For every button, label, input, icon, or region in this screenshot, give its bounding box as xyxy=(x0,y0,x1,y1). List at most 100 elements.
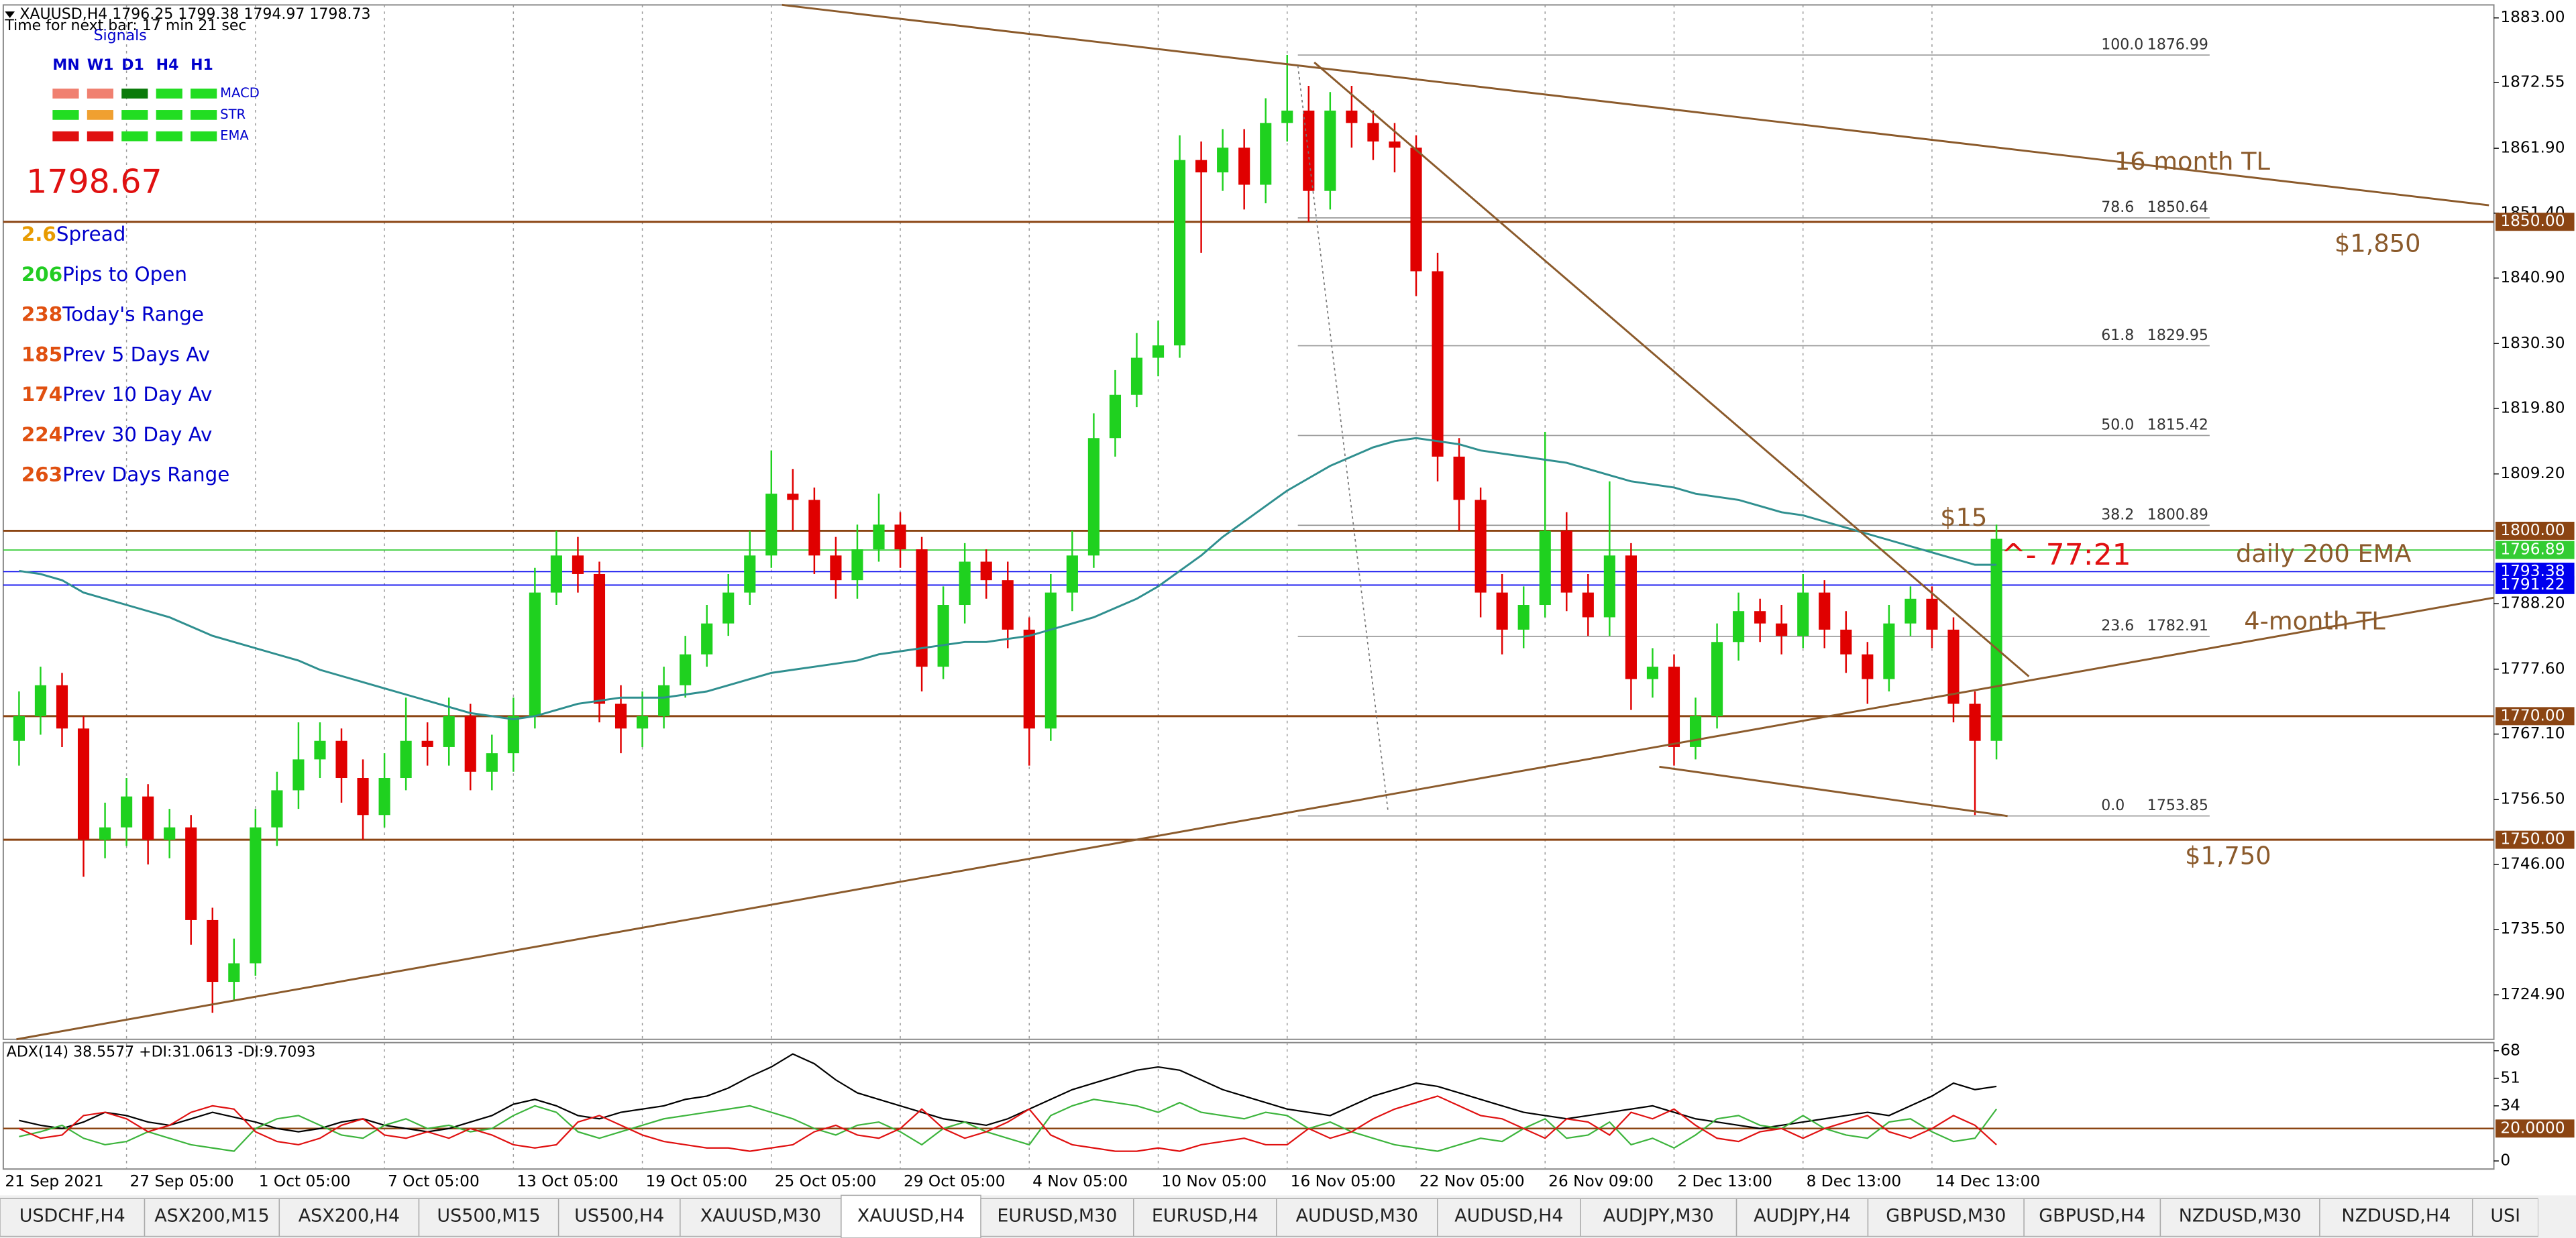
candle-body xyxy=(1002,580,1014,630)
tab[interactable]: AUDJPY,H4 xyxy=(1735,1198,1869,1237)
annotation: 4-month TL xyxy=(2244,606,2385,635)
tab-background[interactable] xyxy=(2023,1198,2161,1237)
candle-body xyxy=(1260,123,1272,185)
tab[interactable]: AUDUSD,M30 xyxy=(1276,1198,1438,1237)
tab-label[interactable]: EURUSD,H4 xyxy=(1152,1206,1258,1227)
tab-label[interactable]: ASX200,H4 xyxy=(299,1206,400,1227)
candle-body xyxy=(1238,148,1250,185)
ema-line xyxy=(19,437,1997,720)
candle-body xyxy=(185,827,197,920)
tab-label[interactable]: GBPUSD,H4 xyxy=(2039,1206,2145,1227)
tab[interactable]: USI xyxy=(2472,1198,2538,1237)
y-tick-label: 51 xyxy=(2500,1068,2520,1086)
tab-background[interactable] xyxy=(841,1194,981,1238)
tab-label[interactable]: ASX200,M15 xyxy=(154,1206,269,1227)
tab-label[interactable]: AUDJPY,H4 xyxy=(1754,1206,1851,1227)
tab-label[interactable]: US500,H4 xyxy=(574,1206,664,1227)
tab-background[interactable] xyxy=(1735,1198,1869,1237)
tab[interactable]: EURUSD,M30 xyxy=(980,1198,1134,1237)
tab-background[interactable] xyxy=(418,1198,559,1237)
tab-background[interactable] xyxy=(1437,1198,1581,1237)
fib-diagonal xyxy=(1297,65,1389,813)
candle-body xyxy=(1453,456,1465,500)
tab-background[interactable] xyxy=(980,1198,1134,1237)
x-tick-label: 14 Dec 13:00 xyxy=(1935,1172,2040,1190)
tab-label[interactable]: NZDUSD,H4 xyxy=(2341,1206,2451,1227)
candle-body xyxy=(1152,345,1165,358)
candle-body xyxy=(1990,539,2002,741)
tab-background[interactable] xyxy=(2472,1198,2538,1237)
candle-body xyxy=(1474,500,1487,593)
candle-body xyxy=(1603,555,1615,618)
tab-background[interactable] xyxy=(1133,1198,1277,1237)
tab-label[interactable]: AUDUSD,H4 xyxy=(1454,1206,1563,1227)
tab[interactable]: AUDUSD,H4 xyxy=(1437,1198,1581,1237)
tab[interactable]: GBPUSD,H4 xyxy=(2023,1198,2161,1237)
signal-cell xyxy=(52,131,79,142)
candle-body xyxy=(1947,629,1960,704)
tab[interactable]: NZDUSD,H4 xyxy=(2319,1198,2473,1237)
tab-label[interactable]: USDCHF,H4 xyxy=(19,1206,125,1227)
candle-body xyxy=(1689,716,1702,747)
candle-body xyxy=(916,549,928,667)
y-tick-label: 1777.60 xyxy=(2500,659,2565,677)
tab[interactable]: ASX200,H4 xyxy=(278,1198,420,1237)
candle-body xyxy=(1195,160,1208,173)
tab[interactable]: US500,H4 xyxy=(557,1198,681,1237)
tab-background[interactable] xyxy=(1867,1198,2025,1237)
tab-background[interactable] xyxy=(278,1198,420,1237)
tab-label[interactable]: AUDJPY,M30 xyxy=(1603,1206,1714,1227)
tab-label[interactable]: XAUUSD,H4 xyxy=(857,1206,965,1227)
candle-body xyxy=(421,740,433,747)
candle-body xyxy=(593,573,606,704)
x-tick-label: 19 Oct 05:00 xyxy=(645,1172,747,1190)
tab[interactable]: US500,M15 xyxy=(418,1198,559,1237)
x-tick-label: 25 Oct 05:00 xyxy=(775,1172,877,1190)
x-tick-label: 27 Sep 05:00 xyxy=(130,1172,234,1190)
candle-body xyxy=(1926,598,1938,630)
tab-label[interactable]: US500,M15 xyxy=(437,1206,540,1227)
tab-label[interactable]: GBPUSD,M30 xyxy=(1886,1206,2006,1227)
tab[interactable]: GBPUSD,M30 xyxy=(1867,1198,2025,1237)
price-tag-label: 1850.00 xyxy=(2500,212,2565,230)
tab-label[interactable]: EURUSD,M30 xyxy=(997,1206,1117,1227)
tab-background[interactable] xyxy=(557,1198,681,1237)
candle-body xyxy=(1109,394,1122,439)
x-tick-label: 29 Oct 05:00 xyxy=(904,1172,1006,1190)
candle-body xyxy=(1432,271,1444,457)
candle-body xyxy=(1625,555,1637,679)
stat-line: 2.6Spread xyxy=(21,223,126,245)
candle-body xyxy=(1582,592,1594,618)
x-tick-label: 4 Nov 05:00 xyxy=(1032,1172,1128,1190)
signal-column: H1 xyxy=(191,57,213,74)
candle-body xyxy=(1819,592,1831,630)
signal-cell xyxy=(191,131,217,142)
tab[interactable]: USDCHF,H4 xyxy=(0,1198,146,1237)
tab-background[interactable] xyxy=(1580,1198,1737,1237)
tab[interactable]: EURUSD,H4 xyxy=(1133,1198,1277,1237)
candle-body xyxy=(77,728,90,840)
candle-body xyxy=(292,759,305,791)
tab-background[interactable] xyxy=(2159,1198,2320,1237)
tab-label[interactable]: USI xyxy=(2490,1206,2520,1227)
tab-label[interactable]: XAUUSD,M30 xyxy=(700,1206,821,1227)
x-tick-label: 22 Nov 05:00 xyxy=(1419,1172,1525,1190)
tab[interactable]: ASX200,M15 xyxy=(144,1198,280,1237)
tab[interactable]: XAUUSD,H4 xyxy=(841,1194,981,1238)
tab[interactable]: AUDJPY,M30 xyxy=(1580,1198,1737,1237)
signal-cell xyxy=(87,131,113,142)
tab-label[interactable]: NZDUSD,M30 xyxy=(2179,1206,2302,1227)
candle-body xyxy=(680,654,692,685)
candle-body xyxy=(1754,611,1766,624)
candle-body xyxy=(1969,704,1981,741)
candle-body xyxy=(1217,148,1229,173)
tab[interactable]: XAUUSD,M30 xyxy=(680,1198,842,1237)
stat-line: 206Pips to Open xyxy=(21,262,187,285)
candle-body xyxy=(1130,357,1143,395)
collapse-icon xyxy=(5,11,15,18)
tab-label[interactable]: AUDUSD,M30 xyxy=(1296,1206,1418,1227)
candle-body xyxy=(1904,598,1917,624)
tab[interactable]: NZDUSD,M30 xyxy=(2159,1198,2320,1237)
candle-body xyxy=(1668,667,1680,747)
candle-body xyxy=(701,623,713,655)
